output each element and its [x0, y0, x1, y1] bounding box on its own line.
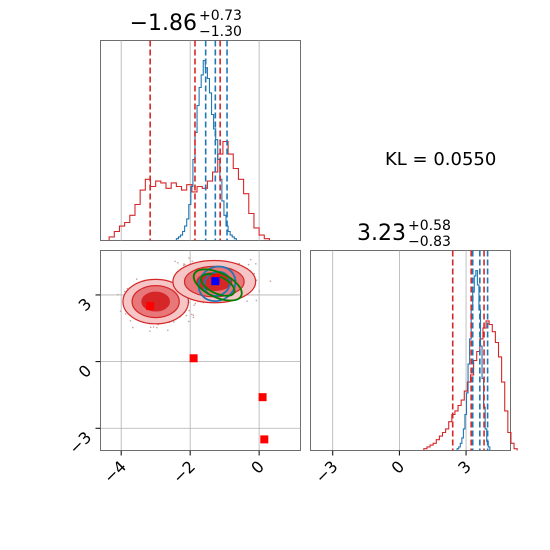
joint-blue-square-marker	[211, 277, 220, 286]
joint-sample-point	[246, 300, 248, 302]
joint-sample-point	[124, 313, 127, 315]
joint-sample-point	[174, 260, 176, 263]
joint-sample-point	[182, 264, 185, 267]
joint-sample-point	[191, 260, 194, 263]
y-hist-title-lower: −0.83	[408, 234, 451, 250]
joint-sample-point	[269, 280, 272, 282]
joint-sample-point	[253, 272, 256, 275]
joint-sample-point	[117, 293, 119, 296]
y-hist-x-tick-label: 3	[454, 457, 475, 478]
joint-sample-point	[132, 326, 134, 329]
y-hist-title: 3.23 +0.58−0.83	[357, 218, 451, 250]
x-marginal-panel	[100, 40, 301, 241]
joint-y-tick-label: −3	[65, 428, 95, 458]
y-hist-x-tick-label: 0	[388, 457, 409, 478]
joint-sample-point	[247, 263, 250, 266]
joint-red-square-marker	[146, 302, 155, 311]
joint-sample-point	[258, 290, 261, 292]
joint-y-tick-label: 0	[75, 361, 96, 382]
joint-x-tick-label: −2	[169, 457, 199, 487]
joint-sample-point	[173, 321, 175, 323]
joint-sample-point	[183, 263, 185, 265]
joint-sample-point	[152, 326, 155, 328]
joint-sample-point	[187, 320, 190, 323]
joint-sample-point	[192, 314, 195, 316]
x-hist-title-upper: +0.73	[199, 8, 242, 24]
joint-sample-point	[176, 262, 179, 264]
x-hist-title-lower: −1.30	[199, 24, 242, 40]
joint-red-square-marker	[260, 435, 269, 444]
joint-sample-point	[129, 320, 132, 322]
y-hist-x-tick-label: −3	[311, 457, 341, 487]
y-hist-title-value: 3.23	[357, 221, 406, 246]
x-hist-title-value: −1.86	[130, 11, 197, 36]
joint-sample-point	[193, 304, 195, 306]
joint-sample-point	[149, 326, 152, 329]
joint-sample-point	[194, 302, 197, 305]
kl-annotation: KL = 0.0550	[385, 149, 496, 170]
joint-sample-point	[188, 257, 190, 259]
x-hist-red-series	[108, 140, 271, 241]
joint-green-contour	[192, 268, 243, 302]
joint-sample-point	[119, 310, 122, 312]
joint-sample-point	[192, 316, 195, 319]
joint-sample-point	[123, 290, 126, 293]
joint-sample-point	[255, 263, 257, 265]
joint-sample-point	[188, 309, 190, 312]
x-hist-title: −1.86 +0.73−1.30	[130, 8, 242, 40]
joint-sample-point	[238, 262, 241, 265]
joint-x-tick-label: −4	[100, 457, 130, 487]
joint-y-tick-label: 3	[75, 294, 96, 315]
joint-x-tick-label: 0	[247, 457, 268, 478]
joint-red-square-marker	[189, 354, 198, 363]
joint-sample-point	[149, 330, 151, 332]
joint-sample-point	[255, 299, 258, 302]
joint-sample-point	[167, 329, 169, 331]
joint-red-contour	[141, 291, 171, 312]
joint-green-contour	[200, 273, 236, 297]
y-hist-title-upper: +0.58	[408, 218, 451, 234]
joint-sample-point	[185, 314, 188, 317]
joint-sample-point	[249, 258, 252, 261]
joint-red-square-marker	[258, 393, 267, 402]
joint-sample-point	[190, 313, 193, 316]
joint-sample-point	[156, 326, 158, 329]
joint-sample-point	[135, 278, 138, 280]
